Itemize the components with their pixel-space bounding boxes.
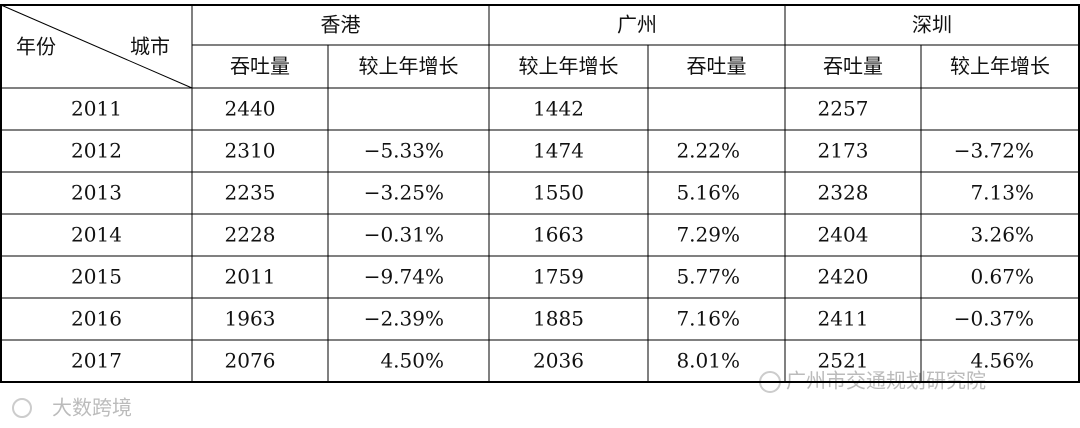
- table-border: [0, 4, 1080, 383]
- city-header: 广州: [617, 13, 657, 37]
- growth-cell: 2.22%: [676, 139, 740, 163]
- corner-diagonal: [0, 4, 193, 89]
- throughput-cell: 2036: [533, 349, 584, 373]
- sub-header: 较上年增长: [359, 54, 459, 78]
- throughput-cell: 1442: [533, 97, 584, 121]
- throughput-cell: 2420: [818, 265, 869, 289]
- growth-cell: −2.39%: [364, 307, 444, 331]
- sub-header: 吞吐量: [687, 54, 747, 78]
- growth-cell: 4.50%: [380, 349, 444, 373]
- corner-row-label: 年份: [16, 35, 56, 59]
- throughput-cell: 2411: [818, 307, 869, 331]
- watermark-icon: [12, 398, 32, 418]
- growth-cell: −5.33%: [364, 139, 444, 163]
- throughput-cell: 2011: [225, 265, 276, 289]
- throughput-cell: 2257: [818, 97, 869, 121]
- throughput-cell: 1474: [533, 139, 584, 163]
- year-cell: 2011: [71, 97, 122, 121]
- throughput-cell: 2328: [818, 181, 869, 205]
- growth-cell: 4.56%: [970, 349, 1034, 373]
- growth-cell: 5.16%: [676, 181, 740, 205]
- watermark-right: 广州市交通规划研究院: [786, 369, 986, 393]
- throughput-cell: 1663: [533, 223, 584, 247]
- throughput-cell: 2235: [225, 181, 276, 205]
- throughput-cell: 2076: [225, 349, 276, 373]
- sub-header: 吞吐量: [230, 54, 290, 78]
- year-cell: 2016: [71, 307, 122, 331]
- growth-cell: 0.67%: [970, 265, 1034, 289]
- throughput-cell: 2440: [225, 97, 276, 121]
- growth-cell: −9.74%: [364, 265, 444, 289]
- throughput-cell: 2310: [225, 139, 276, 163]
- corner-col-label: 城市: [130, 35, 170, 59]
- growth-cell: 8.01%: [676, 349, 740, 373]
- growth-cell: −3.25%: [364, 181, 444, 205]
- growth-cell: −0.37%: [954, 307, 1034, 331]
- throughput-cell: 2173: [818, 139, 869, 163]
- city-header: 深圳: [912, 13, 952, 37]
- year-cell: 2012: [71, 139, 122, 163]
- throughput-cell: 2404: [818, 223, 869, 247]
- growth-cell: 3.26%: [970, 223, 1034, 247]
- watermark-left: 大数跨境: [52, 396, 132, 420]
- throughput-cell: 1550: [533, 181, 584, 205]
- sub-header: 吞吐量: [823, 54, 883, 78]
- growth-cell: 7.29%: [676, 223, 740, 247]
- year-cell: 2017: [71, 349, 122, 373]
- throughput-cell: 1885: [533, 307, 584, 331]
- growth-cell: 7.13%: [970, 181, 1034, 205]
- year-cell: 2013: [71, 181, 122, 205]
- throughput-cell: 2521: [818, 349, 869, 373]
- sub-header: 较上年增长: [519, 54, 619, 78]
- throughput-cell: 2228: [225, 223, 276, 247]
- year-cell: 2014: [71, 223, 122, 247]
- throughput-cell: 1759: [533, 265, 584, 289]
- growth-cell: −0.31%: [364, 223, 444, 247]
- sub-header: 较上年增长: [950, 54, 1050, 78]
- growth-cell: −3.72%: [954, 139, 1034, 163]
- year-cell: 2015: [71, 265, 122, 289]
- city-header: 香港: [321, 13, 361, 37]
- growth-cell: 7.16%: [676, 307, 740, 331]
- growth-cell: 5.77%: [676, 265, 740, 289]
- throughput-cell: 1963: [225, 307, 276, 331]
